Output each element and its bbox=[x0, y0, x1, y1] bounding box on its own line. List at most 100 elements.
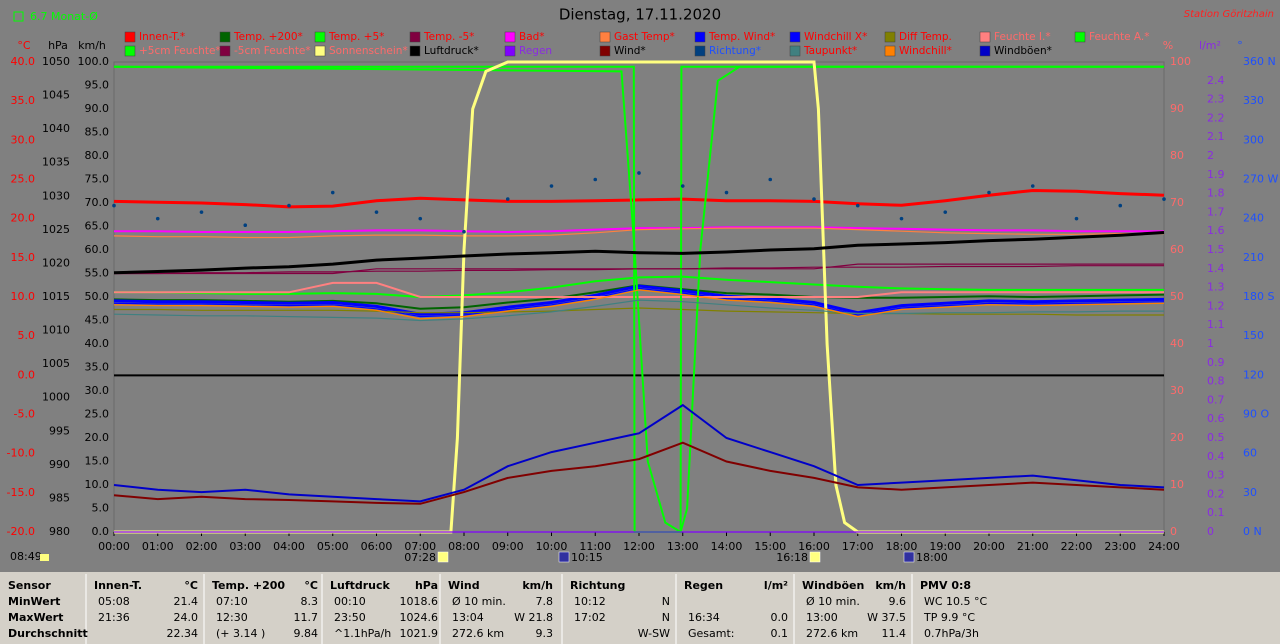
table-header: Windböen bbox=[802, 579, 864, 592]
series-point bbox=[943, 210, 948, 214]
legend-swatch bbox=[694, 31, 706, 43]
table-cell: 23:50 bbox=[334, 611, 366, 624]
legend-label: Luftdruck* bbox=[424, 45, 479, 57]
y-tick-label: -15.0 bbox=[7, 486, 35, 499]
table-unit: °C bbox=[184, 579, 198, 592]
table-header: Innen-T. bbox=[94, 579, 142, 592]
x-tick-label: 24:00 bbox=[1148, 540, 1180, 553]
y-tick-label: -20.0 bbox=[7, 525, 35, 538]
table-cell: 11.4 bbox=[882, 627, 907, 640]
y-tick-label: 0.5 bbox=[1207, 431, 1225, 444]
y-tick-label: 20.0 bbox=[85, 431, 110, 444]
series-line bbox=[113, 441, 1165, 505]
y-tick-label: 30.0 bbox=[11, 133, 36, 146]
y-tick-label: 55.0 bbox=[85, 267, 110, 280]
series-point bbox=[1074, 216, 1079, 221]
sun-icon bbox=[40, 554, 49, 561]
table-cell: 16:34 bbox=[688, 611, 720, 624]
legend-label: Sonnenschein* bbox=[329, 45, 408, 57]
table-cell: 0.7hPa/3h bbox=[924, 627, 979, 640]
series-point bbox=[112, 203, 116, 208]
y-tick-label: 1 bbox=[1207, 337, 1214, 350]
table-cell: 13:04 bbox=[452, 611, 484, 624]
y-tick-label: 35.0 bbox=[11, 94, 36, 107]
y-tick-label: 10.0 bbox=[85, 478, 110, 491]
x-tick-label: 07:00 bbox=[404, 540, 436, 553]
y-tick-label: 240 bbox=[1243, 212, 1264, 225]
series-point bbox=[418, 216, 423, 221]
y-tick-label: 1.1 bbox=[1207, 318, 1225, 331]
y-tick-label: 5.0 bbox=[18, 329, 36, 342]
legend-swatch bbox=[884, 31, 896, 43]
table-cell: 0.1 bbox=[771, 627, 789, 640]
legend-swatch bbox=[504, 45, 516, 57]
y-tick-label: 30 bbox=[1243, 486, 1257, 499]
series-point bbox=[243, 223, 248, 227]
y-tick-label: 1040 bbox=[42, 122, 70, 135]
legend-label: Innen-T.* bbox=[139, 31, 185, 43]
y-tick-label: 35.0 bbox=[85, 361, 110, 374]
x-tick-label: 08:00 bbox=[448, 540, 480, 553]
y-tick-label: 15.0 bbox=[11, 251, 36, 264]
y-tick-label: 2.2 bbox=[1207, 111, 1225, 124]
legend-swatch bbox=[979, 31, 991, 43]
y-tick-label: 10 bbox=[1170, 478, 1184, 491]
axis-unit: % bbox=[1163, 39, 1173, 52]
table-header: Wind bbox=[448, 579, 480, 592]
axis-unit: l/m² bbox=[1199, 39, 1221, 52]
y-tick-label: 0.1 bbox=[1207, 506, 1225, 519]
legend-swatch bbox=[314, 45, 326, 57]
legend-swatch bbox=[599, 45, 611, 57]
y-tick-label: 2.3 bbox=[1207, 93, 1225, 106]
y-tick-label: 25.0 bbox=[85, 408, 110, 421]
series-line bbox=[113, 403, 1165, 503]
series-point bbox=[1030, 184, 1035, 188]
y-tick-label: 75.0 bbox=[85, 173, 110, 186]
month-average: 6.7 Monat-Ø bbox=[30, 10, 98, 23]
legend-swatch bbox=[409, 31, 421, 43]
y-tick-label: 2 bbox=[1207, 149, 1214, 162]
table-cell: 21:36 bbox=[98, 611, 130, 624]
table-cell: 22.34 bbox=[167, 627, 199, 640]
legend-swatch bbox=[1074, 31, 1086, 43]
legend-label: Windchill* bbox=[899, 45, 952, 57]
table-cell: (+ 3.14 ) bbox=[216, 627, 265, 640]
y-tick-label: 0.9 bbox=[1207, 356, 1225, 369]
y-tick-label: 1005 bbox=[42, 357, 70, 370]
y-tick-label: 0.2 bbox=[1207, 487, 1225, 500]
series-point bbox=[812, 197, 816, 201]
series-line bbox=[113, 284, 1165, 316]
y-tick-label: 40.0 bbox=[85, 337, 110, 350]
legend-label: Richtung* bbox=[709, 45, 761, 57]
table-cell: 1018.6 bbox=[400, 595, 439, 608]
table-cell: W 37.5 bbox=[867, 611, 906, 624]
legend-label: Temp. +5* bbox=[328, 31, 384, 43]
x-tick-label: 22:00 bbox=[1061, 540, 1093, 553]
y-tick-label: 50 bbox=[1170, 290, 1184, 303]
y-tick-label: 300 bbox=[1243, 133, 1264, 146]
table-cell: W 21.8 bbox=[514, 611, 553, 624]
series-line bbox=[113, 287, 1165, 318]
y-tick-label: -5.0 bbox=[14, 408, 35, 421]
table-cell: N bbox=[662, 611, 670, 624]
x-tick-label: 06:00 bbox=[361, 540, 393, 553]
y-tick-label: 60 bbox=[1243, 447, 1257, 460]
series-line bbox=[113, 299, 1164, 322]
x-tick-label: 03:00 bbox=[229, 540, 261, 553]
legend-label: Feuchte A.* bbox=[1089, 31, 1150, 43]
y-tick-label: 1045 bbox=[42, 89, 70, 102]
legend-label: -5cm Feuchte* bbox=[234, 45, 311, 57]
x-tick-label: 15:00 bbox=[754, 540, 786, 553]
y-tick-label: 2.1 bbox=[1207, 130, 1225, 143]
table-cell: Ø 10 min. bbox=[452, 595, 506, 608]
y-tick-label: 0.0 bbox=[92, 525, 110, 538]
y-tick-label: 80 bbox=[1170, 149, 1184, 162]
x-tick-label: 11:00 bbox=[579, 540, 611, 553]
y-tick-label: 15.0 bbox=[85, 455, 110, 468]
series-point bbox=[199, 210, 204, 214]
y-tick-label: 1.2 bbox=[1207, 299, 1225, 312]
y-tick-label: 70.0 bbox=[85, 196, 110, 209]
table-cell: Gesamt: bbox=[688, 627, 735, 640]
y-tick-label: 30 bbox=[1170, 384, 1184, 397]
